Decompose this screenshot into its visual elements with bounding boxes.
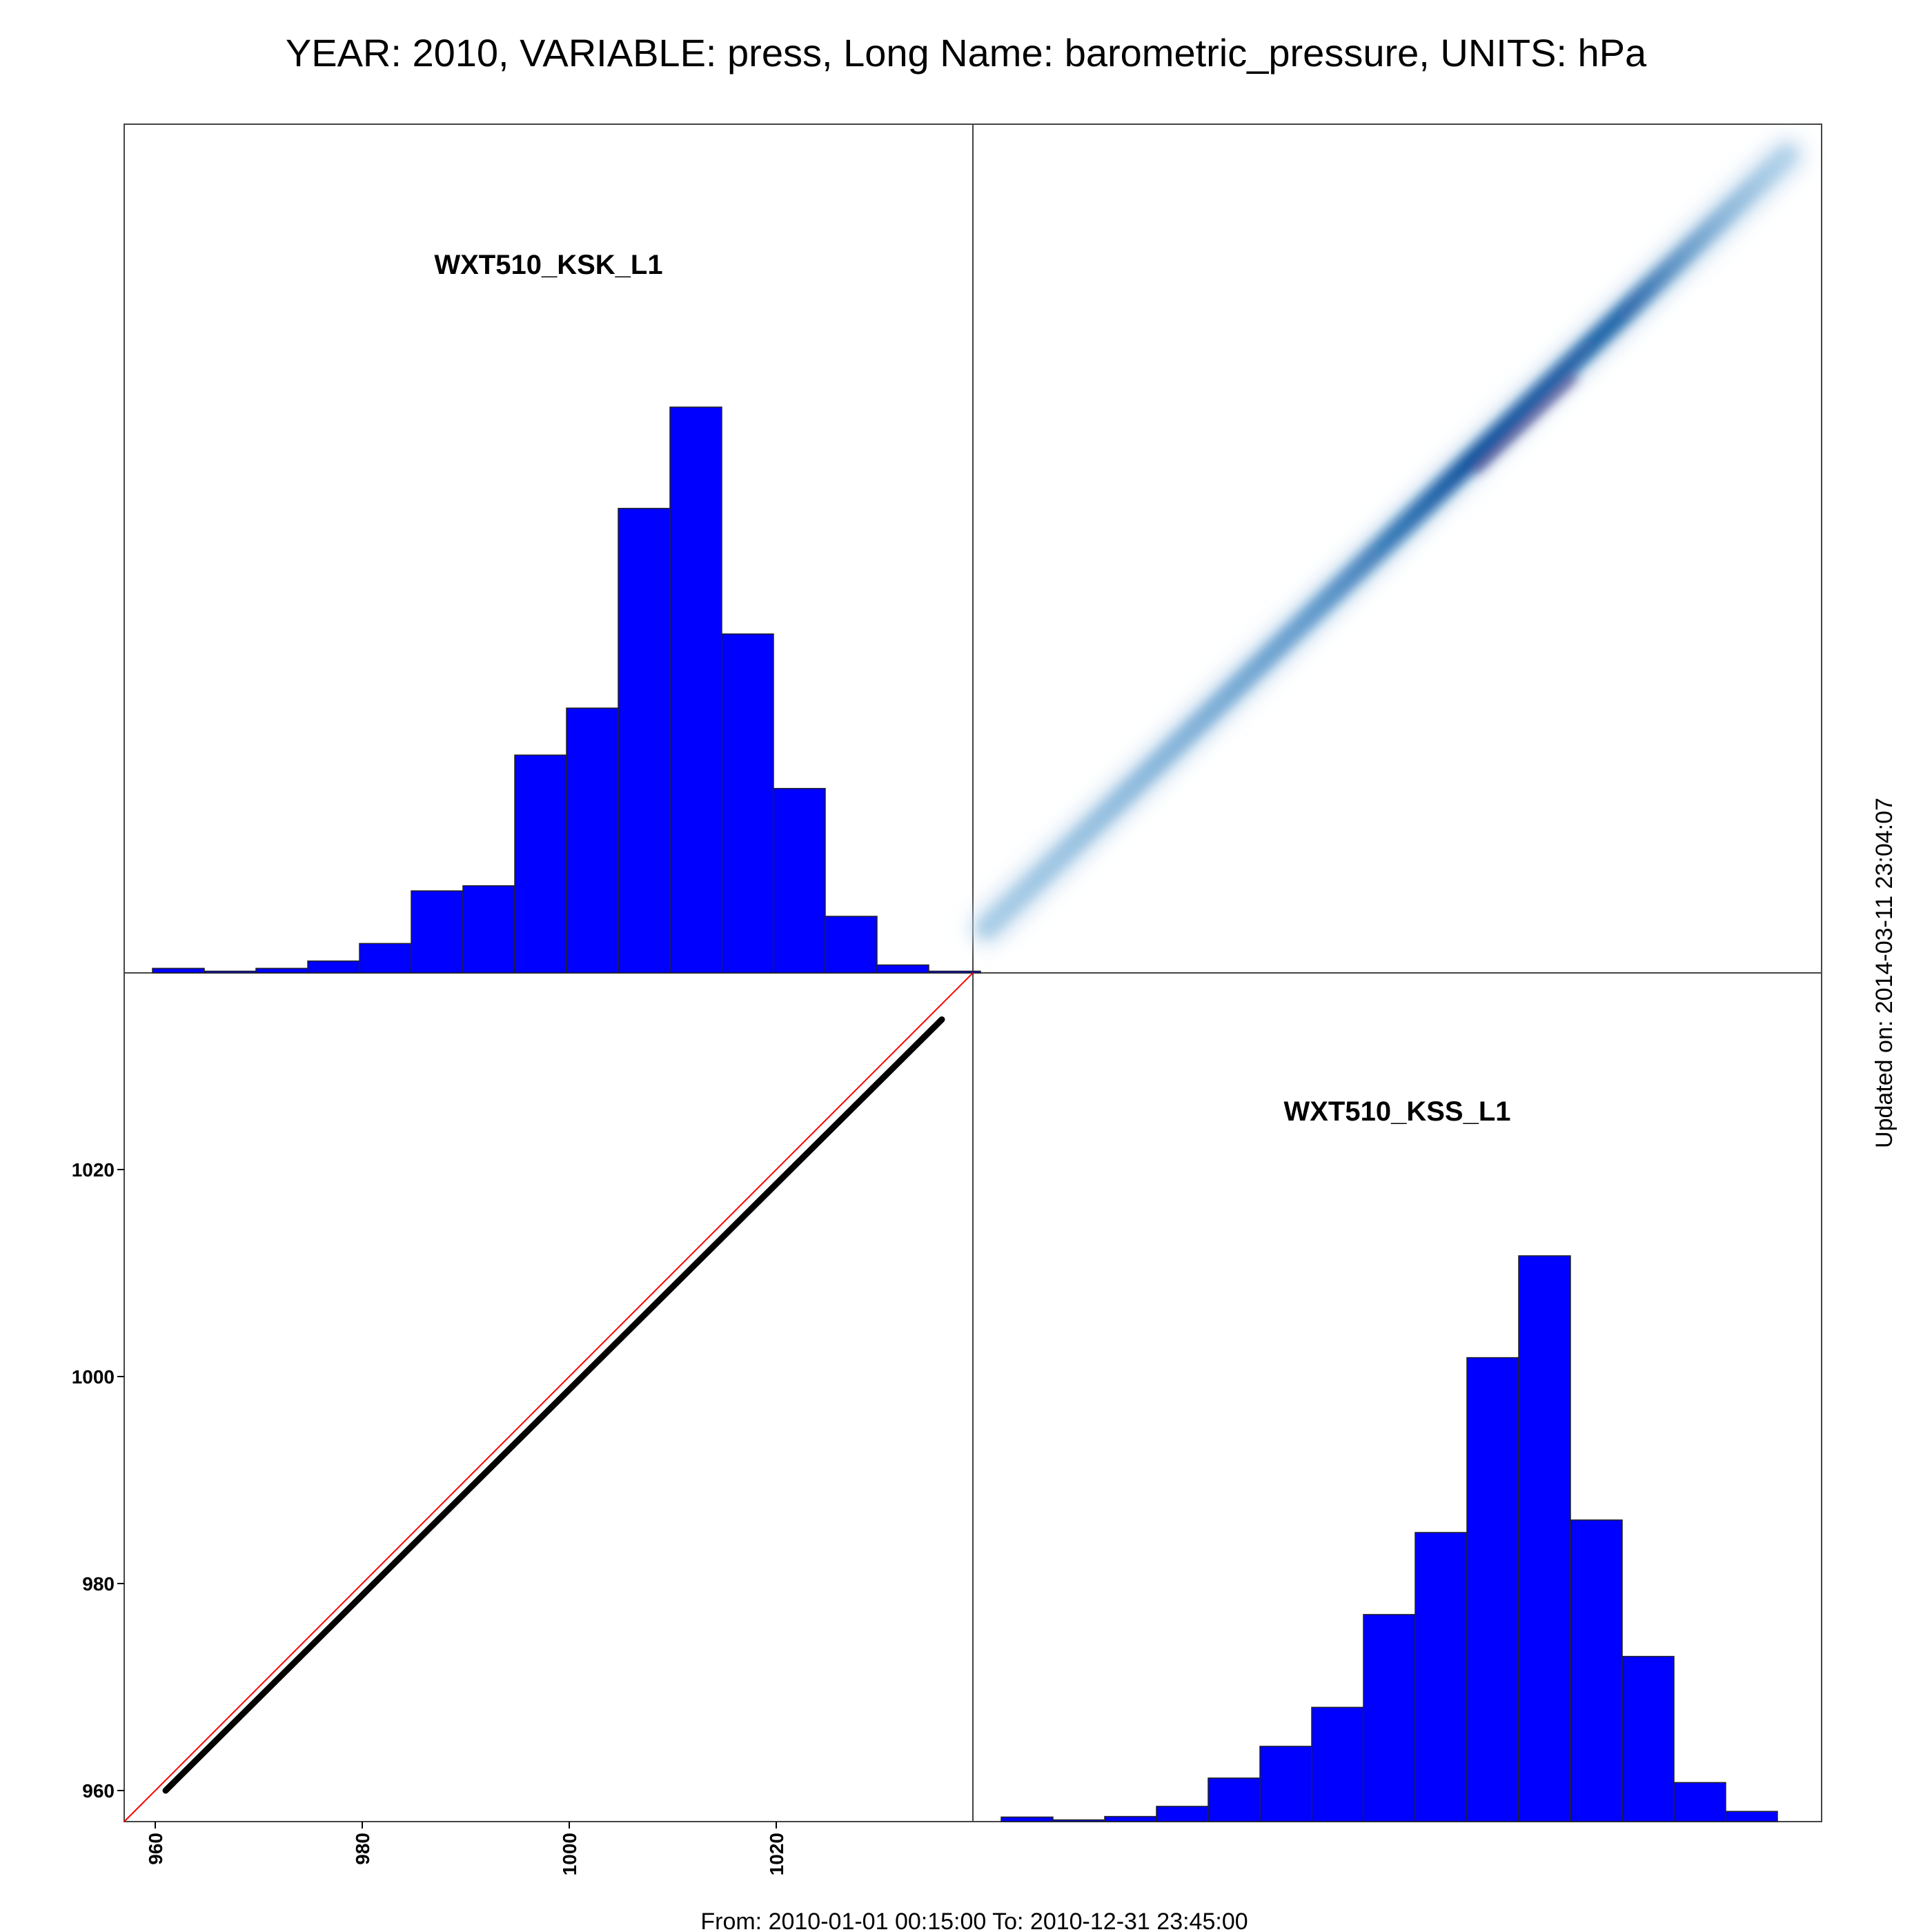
x-tick-label: 960 bbox=[145, 1833, 166, 1865]
scatter-plot bbox=[124, 972, 974, 1822]
y-tick-label: 980 bbox=[82, 1573, 115, 1595]
histogram-bar bbox=[1208, 1777, 1261, 1822]
histogram-bar bbox=[1518, 1255, 1571, 1822]
histogram-bar bbox=[204, 970, 257, 974]
histogram-bar bbox=[1673, 1782, 1726, 1822]
histogram-bar bbox=[1000, 1816, 1054, 1822]
histogram-bar bbox=[773, 787, 826, 974]
density-heatmap bbox=[971, 139, 1803, 944]
reference-line bbox=[124, 972, 974, 1822]
histogram-bar bbox=[825, 916, 878, 974]
histogram-bar bbox=[307, 960, 360, 974]
y-axis: 960 980 1000 1020 bbox=[72, 1159, 124, 1802]
histogram-bar bbox=[721, 633, 774, 974]
histogram-bar bbox=[618, 508, 671, 974]
histogram-bar bbox=[1414, 1532, 1468, 1822]
histogram-bar bbox=[1259, 1746, 1312, 1822]
updated-timestamp: Updated on: 2014-03-11 23:04:07 bbox=[1871, 798, 1897, 1148]
x-tick-label: 1000 bbox=[559, 1833, 580, 1875]
panel-title-ksk: WXT510_KSK_L1 bbox=[434, 250, 662, 280]
histogram-bar bbox=[1104, 1815, 1157, 1822]
histogram-ksk bbox=[152, 406, 981, 974]
histogram-bar bbox=[411, 890, 464, 974]
histogram-bar bbox=[1725, 1811, 1778, 1822]
histogram-bar bbox=[1311, 1706, 1364, 1822]
x-tick-label: 980 bbox=[352, 1833, 373, 1865]
density-peak bbox=[1473, 375, 1577, 473]
histogram-bar bbox=[669, 406, 722, 974]
density-ridge bbox=[976, 145, 1797, 938]
histogram-bar bbox=[1466, 1357, 1519, 1822]
y-tick-label: 1000 bbox=[72, 1366, 115, 1388]
x-tick-label: 1020 bbox=[766, 1833, 787, 1875]
histogram-bar bbox=[1570, 1519, 1623, 1822]
scatter-points-band bbox=[162, 1016, 945, 1794]
histogram-bar bbox=[566, 707, 619, 974]
histogram-bar bbox=[1156, 1806, 1209, 1822]
y-tick-label: 1020 bbox=[72, 1159, 115, 1181]
histogram-kss bbox=[1000, 1255, 1778, 1822]
histogram-bar bbox=[1052, 1819, 1105, 1822]
histogram-bar bbox=[514, 754, 567, 974]
histogram-bar bbox=[152, 967, 205, 974]
x-axis: 960 980 1000 1020 bbox=[145, 1822, 787, 1875]
main-title: YEAR: 2010, VARIABLE: press, Long Name: … bbox=[286, 31, 1647, 75]
histogram-bar bbox=[928, 970, 981, 974]
histogram-bar bbox=[359, 943, 412, 974]
panel-title-kss: WXT510_KSS_L1 bbox=[1283, 1096, 1510, 1127]
footer-date-range: From: 2010-01-01 00:15:00 To: 2010-12-31… bbox=[700, 1909, 1248, 1932]
histogram-bar bbox=[1363, 1614, 1416, 1822]
y-tick-label: 960 bbox=[82, 1780, 115, 1802]
histogram-bar bbox=[462, 885, 515, 974]
histogram-bar bbox=[1621, 1655, 1675, 1822]
histogram-bar bbox=[255, 967, 308, 974]
histogram-bar bbox=[876, 964, 929, 974]
